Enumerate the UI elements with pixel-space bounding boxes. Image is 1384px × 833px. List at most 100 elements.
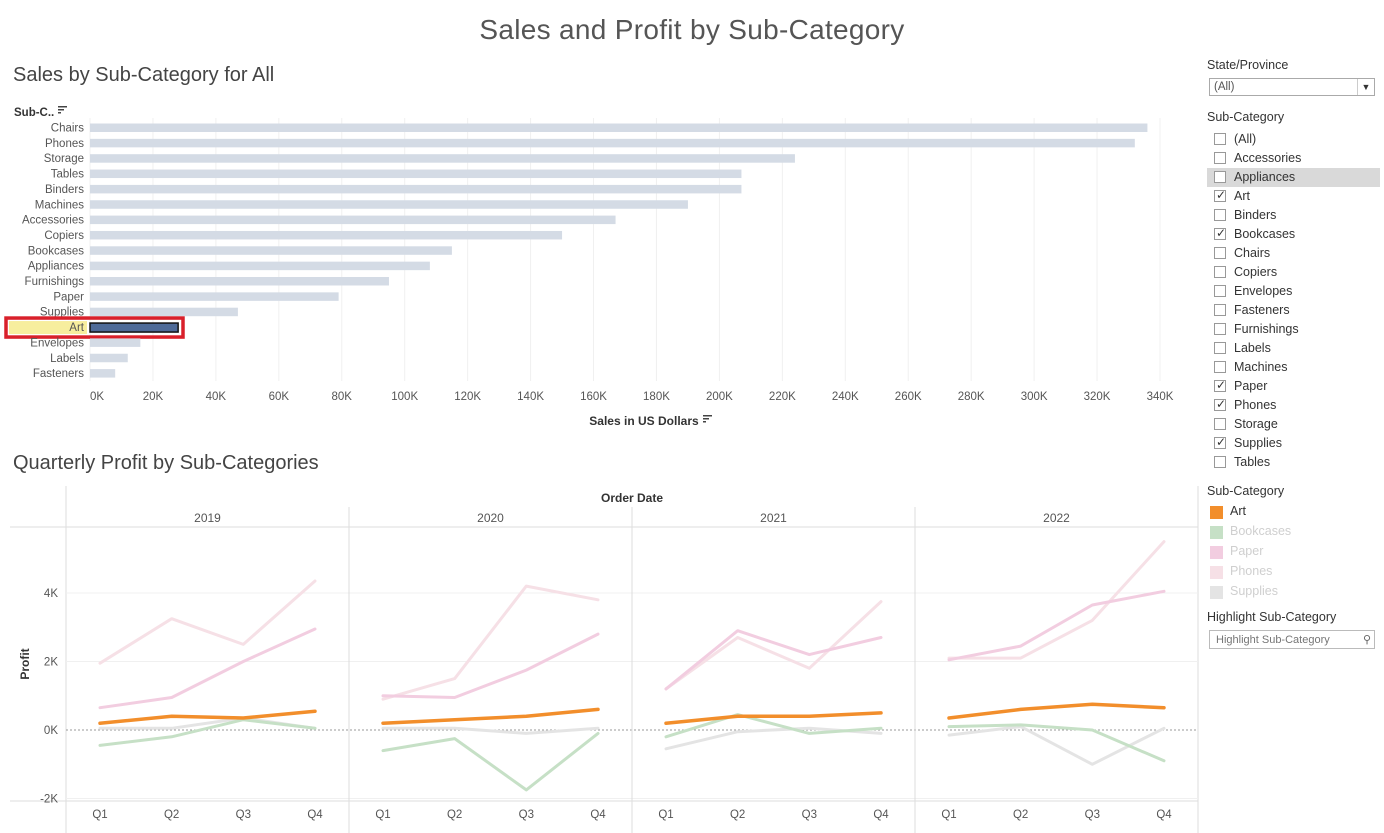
checkbox[interactable]: ✓ bbox=[1214, 397, 1226, 411]
line-paper-2021[interactable] bbox=[664, 629, 883, 691]
sort-icon[interactable] bbox=[58, 106, 67, 114]
line-phones-2019[interactable] bbox=[98, 579, 317, 665]
checkbox[interactable]: ✓ bbox=[1214, 188, 1226, 202]
bar-category-label[interactable]: Tables bbox=[51, 169, 84, 181]
bar-paper[interactable] bbox=[90, 292, 339, 301]
line-supplies-2020[interactable] bbox=[381, 726, 600, 735]
year-header: 2020 bbox=[477, 511, 504, 525]
bar-category-label[interactable]: Accessories bbox=[22, 215, 84, 227]
filter-item[interactable]: Furnishings bbox=[1207, 320, 1380, 339]
bar-category-label[interactable]: Labels bbox=[50, 353, 84, 365]
filter-item[interactable]: Fasteners bbox=[1207, 301, 1380, 320]
bar-fasteners[interactable] bbox=[90, 369, 116, 378]
line-bookcases-2020[interactable] bbox=[381, 731, 600, 792]
bar-category-label[interactable]: Fasteners bbox=[33, 368, 84, 380]
bar-category-label[interactable]: Art bbox=[69, 322, 85, 334]
checkbox[interactable] bbox=[1214, 285, 1226, 297]
line-paper-2022[interactable] bbox=[947, 589, 1166, 662]
filter-item[interactable]: ✓ Supplies bbox=[1207, 434, 1380, 453]
bar-category-label[interactable]: Copiers bbox=[44, 230, 84, 242]
checkbox[interactable] bbox=[1214, 361, 1226, 373]
line-bookcases-2019[interactable] bbox=[98, 718, 317, 747]
line-bookcases-2021[interactable] bbox=[664, 713, 883, 739]
bar-chairs[interactable] bbox=[90, 123, 1148, 133]
filter-item[interactable]: (All) bbox=[1207, 130, 1380, 149]
bar-bookcases[interactable] bbox=[90, 246, 452, 255]
highlight-search-box[interactable]: ⚲ bbox=[1209, 630, 1375, 649]
bar-category-label[interactable]: Envelopes bbox=[30, 337, 84, 349]
search-icon[interactable]: ⚲ bbox=[1362, 634, 1371, 646]
line-art-2020[interactable] bbox=[381, 707, 600, 725]
checkbox[interactable] bbox=[1214, 152, 1226, 164]
line-art-2021[interactable] bbox=[664, 711, 883, 725]
bar-storage[interactable] bbox=[90, 154, 795, 163]
filter-item[interactable]: Tables bbox=[1207, 453, 1380, 472]
bar-phones[interactable] bbox=[90, 138, 1135, 148]
checkbox[interactable] bbox=[1214, 133, 1226, 145]
filter-item[interactable]: ✓ Art bbox=[1207, 187, 1380, 206]
bar-appliances[interactable] bbox=[90, 261, 430, 271]
line-phones-2022[interactable] bbox=[947, 540, 1166, 660]
bar-category-label[interactable]: Appliances bbox=[28, 261, 85, 273]
checkbox[interactable] bbox=[1214, 304, 1226, 316]
profit-line-chart[interactable]: Order Date 4K 2K 0K -2K Profit 2019 Q1 Q2 Q3 Q4 202… bbox=[0, 484, 1200, 833]
filter-item[interactable]: Storage bbox=[1207, 415, 1380, 434]
bar-category-label[interactable]: Chairs bbox=[51, 123, 84, 135]
checkbox[interactable] bbox=[1214, 456, 1226, 468]
bar-x-tick-label: 100K bbox=[391, 391, 418, 403]
page-title: Sales and Profit by Sub-Category bbox=[479, 14, 905, 45]
bar-envelopes[interactable] bbox=[90, 338, 141, 347]
line-bookcases-2022[interactable] bbox=[947, 723, 1166, 763]
checkbox[interactable] bbox=[1214, 266, 1226, 278]
bar-binders[interactable] bbox=[90, 184, 742, 194]
filter-item[interactable]: ✓ Phones bbox=[1207, 396, 1380, 415]
filter-item[interactable]: Labels bbox=[1207, 339, 1380, 358]
bar-machines[interactable] bbox=[90, 200, 688, 209]
bar-category-label[interactable]: Bookcases bbox=[28, 245, 85, 257]
bar-category-label[interactable]: Phones bbox=[45, 138, 84, 150]
bar-category-label[interactable]: Furnishings bbox=[25, 276, 85, 288]
bar-category-label[interactable]: Paper bbox=[53, 291, 84, 303]
line-art-2019[interactable] bbox=[98, 709, 317, 725]
bar-tables[interactable] bbox=[90, 169, 742, 179]
checkbox[interactable] bbox=[1214, 209, 1226, 221]
checkbox[interactable]: ✓ bbox=[1214, 378, 1226, 392]
bar-copiers[interactable] bbox=[90, 230, 563, 240]
bar-category-label[interactable]: Machines bbox=[35, 199, 84, 211]
checkbox[interactable] bbox=[1214, 247, 1226, 259]
filter-item[interactable]: Envelopes bbox=[1207, 282, 1380, 301]
filter-item[interactable]: Copiers bbox=[1207, 263, 1380, 282]
filter-item[interactable]: Binders bbox=[1207, 206, 1380, 225]
bar-supplies[interactable] bbox=[90, 307, 238, 317]
line-phones-2021[interactable] bbox=[664, 600, 883, 691]
checkbox[interactable] bbox=[1214, 418, 1226, 430]
checkbox[interactable] bbox=[1214, 171, 1226, 183]
line-phones-2020[interactable] bbox=[381, 584, 600, 701]
filter-item[interactable]: Chairs bbox=[1207, 244, 1380, 263]
bar-labels[interactable] bbox=[90, 353, 128, 363]
sales-bar-chart[interactable]: Sub-C.. 0K 20K 40K 60K 80K 100K 120K 140K 160K 180… bbox=[0, 100, 1190, 435]
highlight-input[interactable] bbox=[1214, 633, 1358, 647]
bar-category-label[interactable]: Binders bbox=[45, 184, 84, 196]
line-art-2022[interactable] bbox=[947, 702, 1166, 720]
checkbox[interactable] bbox=[1214, 342, 1226, 354]
dropdown-arrow-icon[interactable]: ▼ bbox=[1357, 79, 1374, 95]
checkbox[interactable]: ✓ bbox=[1214, 226, 1226, 240]
state-dropdown[interactable]: (All) ▼ bbox=[1209, 78, 1375, 96]
line-paper-2020[interactable] bbox=[381, 632, 600, 699]
bar-furnishings[interactable] bbox=[90, 277, 389, 286]
checkbox[interactable]: ✓ bbox=[1214, 435, 1226, 449]
bar-category-label[interactable]: Supplies bbox=[40, 307, 84, 319]
bar-accessories[interactable] bbox=[90, 215, 616, 225]
sort-icon[interactable] bbox=[703, 415, 712, 423]
filter-item[interactable]: Appliances bbox=[1207, 168, 1380, 187]
filter-item[interactable]: ✓ Bookcases bbox=[1207, 225, 1380, 244]
checkbox[interactable] bbox=[1214, 323, 1226, 335]
filter-item[interactable]: ✓ Paper bbox=[1207, 377, 1380, 396]
bar-category-label[interactable]: Storage bbox=[44, 153, 84, 165]
filter-item[interactable]: Accessories bbox=[1207, 149, 1380, 168]
filter-item[interactable]: Machines bbox=[1207, 358, 1380, 377]
legend-item-label: Phones bbox=[1230, 564, 1273, 578]
line-paper-2019[interactable] bbox=[98, 627, 317, 710]
bar-art[interactable] bbox=[89, 322, 179, 333]
